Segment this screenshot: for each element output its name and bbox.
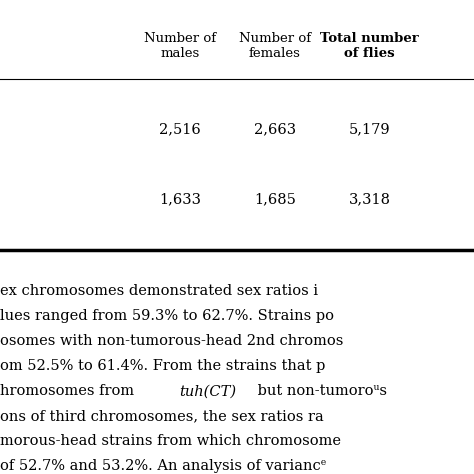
Text: lues ranged from 59.3% to 62.7%. Strains po: lues ranged from 59.3% to 62.7%. Strains…: [0, 310, 334, 323]
Text: 2,516: 2,516: [159, 122, 201, 137]
Text: osomes with non-tumorous-head 2nd chromos: osomes with non-tumorous-head 2nd chromo…: [0, 335, 343, 348]
Text: 2,663: 2,663: [254, 122, 296, 137]
Text: 5,179: 5,179: [349, 122, 391, 137]
Text: morous-head strains from which chromosome: morous-head strains from which chromosom…: [0, 434, 341, 448]
Text: but non-tumoroᵘs: but non-tumoroᵘs: [253, 384, 387, 398]
Text: of 52.7% and 53.2%. An analysis of variancᵉ: of 52.7% and 53.2%. An analysis of varia…: [0, 459, 327, 474]
Text: 3,318: 3,318: [349, 192, 391, 206]
Text: ex chromosomes demonstrated sex ratios i: ex chromosomes demonstrated sex ratios i: [0, 284, 318, 299]
Text: Total number
of flies: Total number of flies: [320, 32, 419, 60]
Text: tuh(CT): tuh(CT): [179, 384, 236, 398]
Text: Number of
males: Number of males: [144, 32, 216, 60]
Text: ons of third chromosomes, the sex ratios ra: ons of third chromosomes, the sex ratios…: [0, 410, 324, 423]
Text: 1,685: 1,685: [254, 192, 296, 206]
Text: hromosomes from: hromosomes from: [0, 384, 139, 398]
Text: 1,633: 1,633: [159, 192, 201, 206]
Text: Number of
females: Number of females: [239, 32, 311, 60]
Text: om 52.5% to 61.4%. From the strains that p: om 52.5% to 61.4%. From the strains that…: [0, 359, 325, 374]
